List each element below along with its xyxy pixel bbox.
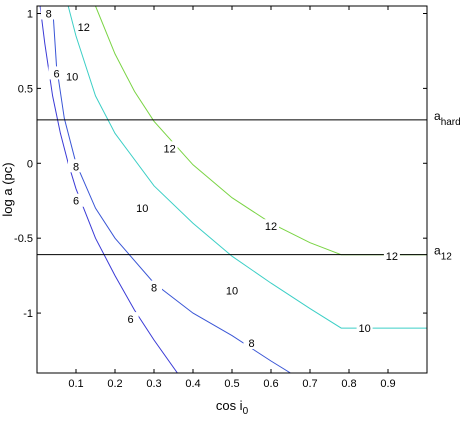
x-axis-label-sub: 0 [243, 406, 249, 417]
x-tick-label: 0.3 [146, 378, 161, 390]
y-tick-label: 0 [27, 158, 33, 170]
contour-label-6: 6 [128, 314, 134, 326]
contour-label-12: 12 [265, 221, 277, 233]
x-axis-label: cos i0 [216, 398, 249, 417]
contour-lines [39, 6, 427, 373]
reference-label-main: a [434, 244, 441, 258]
contour-label-8: 8 [151, 283, 157, 295]
contour-label-8: 8 [46, 8, 52, 20]
contour-label-bg [146, 280, 162, 294]
contour-label-10: 10 [358, 323, 370, 335]
reference-label-main: a [434, 109, 441, 123]
contour-labels: 6 6 6 8 8 8 8 10 10 10 10 12 12 12 12 [40, 6, 400, 350]
contour-label-10: 10 [66, 71, 78, 83]
x-tick-label: 0.8 [341, 378, 356, 390]
x-tick-label: 0.4 [185, 378, 200, 390]
contour-label-bg [161, 141, 178, 155]
x-tick-label: 0.1 [68, 378, 83, 390]
x-tick-label: 0.6 [263, 378, 278, 390]
contour-line-8 [52, 6, 291, 373]
contour-label-6: 6 [73, 196, 79, 208]
contour-line-12 [95, 6, 427, 256]
contour-label-8: 8 [248, 338, 254, 350]
contour-label-bg [356, 321, 373, 335]
contour-label-10: 10 [226, 286, 238, 298]
contour-label-bg [68, 159, 84, 173]
reference-label-sub: hard [441, 117, 460, 128]
contour-label-bg [243, 336, 260, 350]
x-tick-label: 0.5 [224, 378, 239, 390]
contour-label-12: 12 [163, 143, 175, 155]
contour-label-bg [383, 249, 400, 263]
contour-line-6 [39, 6, 178, 373]
contour-label-6: 6 [53, 68, 59, 80]
contour-label-bg [64, 69, 81, 83]
reference-label-sub: 12 [441, 252, 453, 263]
reference-label-12: a12 [434, 244, 452, 263]
axis-ticks: 0.1 0.2 0.3 0.4 0.5 0.6 0.7 0.8 0.9 -1 -0.5 0 0.5 1 [14, 6, 427, 390]
contour-label-bg [224, 283, 240, 297]
y-tick-label: -0.5 [14, 233, 33, 245]
contour-label-12: 12 [386, 251, 398, 263]
x-tick-label: 0.9 [380, 378, 395, 390]
y-axis-label: log a (pc) [0, 162, 15, 216]
y-tick-label: 0.5 [18, 83, 33, 95]
contour-label-bg [40, 6, 57, 20]
contour-label-8: 8 [73, 161, 79, 173]
contour-label-bg [48, 66, 65, 80]
contour-label-bg [134, 201, 151, 215]
contour-label-bg [122, 312, 139, 326]
y-tick-label: -1 [23, 308, 33, 320]
contour-label-bg [68, 193, 84, 207]
reference-label-hard: ahard [434, 109, 460, 128]
contour-line-10 [67, 6, 427, 329]
contour-label-bg [75, 19, 92, 33]
contour-label-12: 12 [78, 22, 90, 34]
plot-frame [36, 5, 428, 374]
y-tick-label: 1 [27, 8, 33, 20]
x-tick-label: 0.2 [107, 378, 122, 390]
x-tick-label: 0.7 [302, 378, 317, 390]
contour-label-bg [263, 219, 279, 233]
x-axis-label-main: cos i [216, 398, 243, 413]
contour-label-10: 10 [136, 203, 148, 215]
